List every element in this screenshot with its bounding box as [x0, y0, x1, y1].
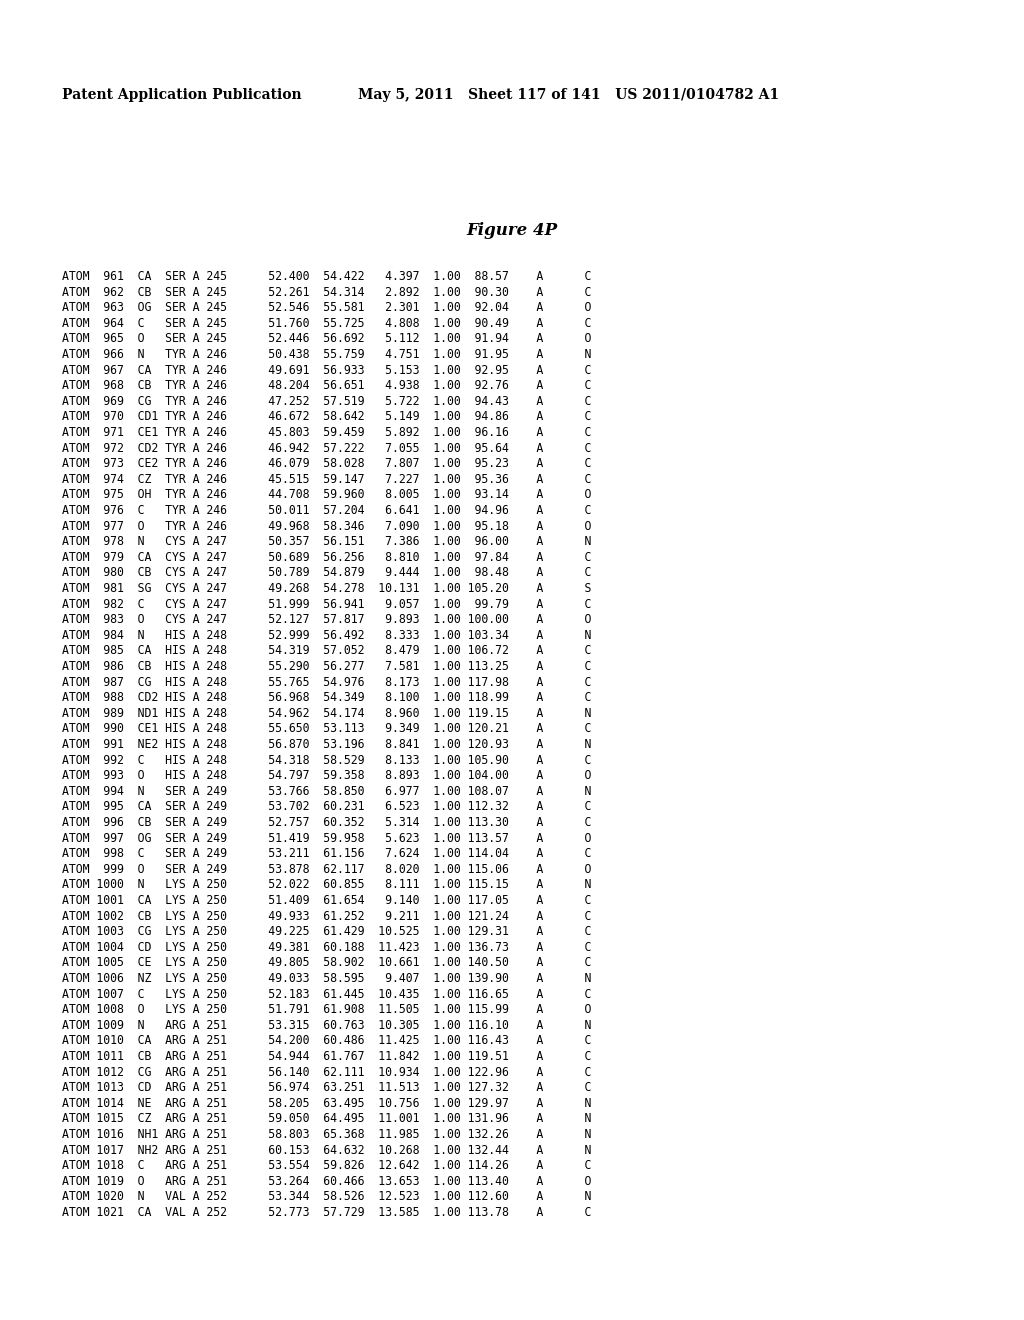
Text: ATOM  982  C   CYS A 247      51.999  56.941   9.057  1.00  99.79    A      C: ATOM 982 C CYS A 247 51.999 56.941 9.057… [62, 598, 592, 611]
Text: ATOM  971  CE1 TYR A 246      45.803  59.459   5.892  1.00  96.16    A      C: ATOM 971 CE1 TYR A 246 45.803 59.459 5.8… [62, 426, 592, 440]
Text: ATOM  996  CB  SER A 249      52.757  60.352   5.314  1.00 113.30    A      C: ATOM 996 CB SER A 249 52.757 60.352 5.31… [62, 816, 592, 829]
Text: ATOM 1008  O   LYS A 250      51.791  61.908  11.505  1.00 115.99    A      O: ATOM 1008 O LYS A 250 51.791 61.908 11.5… [62, 1003, 592, 1016]
Text: ATOM  999  O   SER A 249      53.878  62.117   8.020  1.00 115.06    A      O: ATOM 999 O SER A 249 53.878 62.117 8.020… [62, 863, 592, 875]
Text: ATOM  989  ND1 HIS A 248      54.962  54.174   8.960  1.00 119.15    A      N: ATOM 989 ND1 HIS A 248 54.962 54.174 8.9… [62, 706, 592, 719]
Text: ATOM  993  O   HIS A 248      54.797  59.358   8.893  1.00 104.00    A      O: ATOM 993 O HIS A 248 54.797 59.358 8.893… [62, 770, 592, 783]
Text: ATOM  990  CE1 HIS A 248      55.650  53.113   9.349  1.00 120.21    A      C: ATOM 990 CE1 HIS A 248 55.650 53.113 9.3… [62, 722, 592, 735]
Text: ATOM  977  O   TYR A 246      49.968  58.346   7.090  1.00  95.18    A      O: ATOM 977 O TYR A 246 49.968 58.346 7.090… [62, 520, 592, 532]
Text: ATOM  997  OG  SER A 249      51.419  59.958   5.623  1.00 113.57    A      O: ATOM 997 OG SER A 249 51.419 59.958 5.62… [62, 832, 592, 845]
Text: ATOM  970  CD1 TYR A 246      46.672  58.642   5.149  1.00  94.86    A      C: ATOM 970 CD1 TYR A 246 46.672 58.642 5.1… [62, 411, 592, 424]
Text: ATOM  974  CZ  TYR A 246      45.515  59.147   7.227  1.00  95.36    A      C: ATOM 974 CZ TYR A 246 45.515 59.147 7.22… [62, 473, 592, 486]
Text: ATOM  975  OH  TYR A 246      44.708  59.960   8.005  1.00  93.14    A      O: ATOM 975 OH TYR A 246 44.708 59.960 8.00… [62, 488, 592, 502]
Text: ATOM  983  O   CYS A 247      52.127  57.817   9.893  1.00 100.00    A      O: ATOM 983 O CYS A 247 52.127 57.817 9.893… [62, 614, 592, 626]
Text: ATOM 1005  CE  LYS A 250      49.805  58.902  10.661  1.00 140.50    A      C: ATOM 1005 CE LYS A 250 49.805 58.902 10.… [62, 957, 592, 969]
Text: ATOM 1006  NZ  LYS A 250      49.033  58.595   9.407  1.00 139.90    A      N: ATOM 1006 NZ LYS A 250 49.033 58.595 9.4… [62, 972, 592, 985]
Text: ATOM  978  N   CYS A 247      50.357  56.151   7.386  1.00  96.00    A      N: ATOM 978 N CYS A 247 50.357 56.151 7.386… [62, 535, 592, 548]
Text: ATOM 1004  CD  LYS A 250      49.381  60.188  11.423  1.00 136.73    A      C: ATOM 1004 CD LYS A 250 49.381 60.188 11.… [62, 941, 592, 954]
Text: ATOM 1015  CZ  ARG A 251      59.050  64.495  11.001  1.00 131.96    A      N: ATOM 1015 CZ ARG A 251 59.050 64.495 11.… [62, 1113, 592, 1126]
Text: ATOM 1010  CA  ARG A 251      54.200  60.486  11.425  1.00 116.43    A      C: ATOM 1010 CA ARG A 251 54.200 60.486 11.… [62, 1035, 592, 1047]
Text: ATOM  985  CA  HIS A 248      54.319  57.052   8.479  1.00 106.72    A      C: ATOM 985 CA HIS A 248 54.319 57.052 8.47… [62, 644, 592, 657]
Text: ATOM 1018  C   ARG A 251      53.554  59.826  12.642  1.00 114.26    A      C: ATOM 1018 C ARG A 251 53.554 59.826 12.6… [62, 1159, 592, 1172]
Text: ATOM 1003  CG  LYS A 250      49.225  61.429  10.525  1.00 129.31    A      C: ATOM 1003 CG LYS A 250 49.225 61.429 10.… [62, 925, 592, 939]
Text: May 5, 2011   Sheet 117 of 141   US 2011/0104782 A1: May 5, 2011 Sheet 117 of 141 US 2011/010… [358, 88, 779, 102]
Text: ATOM 1009  N   ARG A 251      53.315  60.763  10.305  1.00 116.10    A      N: ATOM 1009 N ARG A 251 53.315 60.763 10.3… [62, 1019, 592, 1032]
Text: ATOM  976  C   TYR A 246      50.011  57.204   6.641  1.00  94.96    A      C: ATOM 976 C TYR A 246 50.011 57.204 6.641… [62, 504, 592, 517]
Text: ATOM  981  SG  CYS A 247      49.268  54.278  10.131  1.00 105.20    A      S: ATOM 981 SG CYS A 247 49.268 54.278 10.1… [62, 582, 592, 595]
Text: ATOM 1014  NE  ARG A 251      58.205  63.495  10.756  1.00 129.97    A      N: ATOM 1014 NE ARG A 251 58.205 63.495 10.… [62, 1097, 592, 1110]
Text: ATOM  980  CB  CYS A 247      50.789  54.879   9.444  1.00  98.48    A      C: ATOM 980 CB CYS A 247 50.789 54.879 9.44… [62, 566, 592, 579]
Text: ATOM  969  CG  TYR A 246      47.252  57.519   5.722  1.00  94.43    A      C: ATOM 969 CG TYR A 246 47.252 57.519 5.72… [62, 395, 592, 408]
Text: Figure 4P: Figure 4P [467, 222, 557, 239]
Text: ATOM  988  CD2 HIS A 248      56.968  54.349   8.100  1.00 118.99    A      C: ATOM 988 CD2 HIS A 248 56.968 54.349 8.1… [62, 692, 592, 704]
Text: ATOM  979  CA  CYS A 247      50.689  56.256   8.810  1.00  97.84    A      C: ATOM 979 CA CYS A 247 50.689 56.256 8.81… [62, 550, 592, 564]
Text: ATOM  992  C   HIS A 248      54.318  58.529   8.133  1.00 105.90    A      C: ATOM 992 C HIS A 248 54.318 58.529 8.133… [62, 754, 592, 767]
Text: ATOM 1000  N   LYS A 250      52.022  60.855   8.111  1.00 115.15    A      N: ATOM 1000 N LYS A 250 52.022 60.855 8.11… [62, 878, 592, 891]
Text: ATOM  964  C   SER A 245      51.760  55.725   4.808  1.00  90.49    A      C: ATOM 964 C SER A 245 51.760 55.725 4.808… [62, 317, 592, 330]
Text: ATOM 1007  C   LYS A 250      52.183  61.445  10.435  1.00 116.65    A      C: ATOM 1007 C LYS A 250 52.183 61.445 10.4… [62, 987, 592, 1001]
Text: ATOM  965  O   SER A 245      52.446  56.692   5.112  1.00  91.94    A      O: ATOM 965 O SER A 245 52.446 56.692 5.112… [62, 333, 592, 346]
Text: ATOM  968  CB  TYR A 246      48.204  56.651   4.938  1.00  92.76    A      C: ATOM 968 CB TYR A 246 48.204 56.651 4.93… [62, 379, 592, 392]
Text: ATOM  962  CB  SER A 245      52.261  54.314   2.892  1.00  90.30    A      C: ATOM 962 CB SER A 245 52.261 54.314 2.89… [62, 285, 592, 298]
Text: ATOM  994  N   SER A 249      53.766  58.850   6.977  1.00 108.07    A      N: ATOM 994 N SER A 249 53.766 58.850 6.977… [62, 785, 592, 797]
Text: ATOM  991  NE2 HIS A 248      56.870  53.196   8.841  1.00 120.93    A      N: ATOM 991 NE2 HIS A 248 56.870 53.196 8.8… [62, 738, 592, 751]
Text: ATOM  963  OG  SER A 245      52.546  55.581   2.301  1.00  92.04    A      O: ATOM 963 OG SER A 245 52.546 55.581 2.30… [62, 301, 592, 314]
Text: ATOM  961  CA  SER A 245      52.400  54.422   4.397  1.00  88.57    A      C: ATOM 961 CA SER A 245 52.400 54.422 4.39… [62, 271, 592, 282]
Text: ATOM 1020  N   VAL A 252      53.344  58.526  12.523  1.00 112.60    A      N: ATOM 1020 N VAL A 252 53.344 58.526 12.5… [62, 1191, 592, 1204]
Text: ATOM  987  CG  HIS A 248      55.765  54.976   8.173  1.00 117.98    A      C: ATOM 987 CG HIS A 248 55.765 54.976 8.17… [62, 676, 592, 689]
Text: ATOM 1013  CD  ARG A 251      56.974  63.251  11.513  1.00 127.32    A      C: ATOM 1013 CD ARG A 251 56.974 63.251 11.… [62, 1081, 592, 1094]
Text: ATOM 1001  CA  LYS A 250      51.409  61.654   9.140  1.00 117.05    A      C: ATOM 1001 CA LYS A 250 51.409 61.654 9.1… [62, 894, 592, 907]
Text: ATOM  972  CD2 TYR A 246      46.942  57.222   7.055  1.00  95.64    A      C: ATOM 972 CD2 TYR A 246 46.942 57.222 7.0… [62, 442, 592, 454]
Text: ATOM  967  CA  TYR A 246      49.691  56.933   5.153  1.00  92.95    A      C: ATOM 967 CA TYR A 246 49.691 56.933 5.15… [62, 363, 592, 376]
Text: ATOM 1012  CG  ARG A 251      56.140  62.111  10.934  1.00 122.96    A      C: ATOM 1012 CG ARG A 251 56.140 62.111 10.… [62, 1065, 592, 1078]
Text: ATOM 1019  O   ARG A 251      53.264  60.466  13.653  1.00 113.40    A      O: ATOM 1019 O ARG A 251 53.264 60.466 13.6… [62, 1175, 592, 1188]
Text: ATOM 1017  NH2 ARG A 251      60.153  64.632  10.268  1.00 132.44    A      N: ATOM 1017 NH2 ARG A 251 60.153 64.632 10… [62, 1143, 592, 1156]
Text: ATOM  973  CE2 TYR A 246      46.079  58.028   7.807  1.00  95.23    A      C: ATOM 973 CE2 TYR A 246 46.079 58.028 7.8… [62, 457, 592, 470]
Text: ATOM 1011  CB  ARG A 251      54.944  61.767  11.842  1.00 119.51    A      C: ATOM 1011 CB ARG A 251 54.944 61.767 11.… [62, 1049, 592, 1063]
Text: ATOM  984  N   HIS A 248      52.999  56.492   8.333  1.00 103.34    A      N: ATOM 984 N HIS A 248 52.999 56.492 8.333… [62, 628, 592, 642]
Text: ATOM  998  C   SER A 249      53.211  61.156   7.624  1.00 114.04    A      C: ATOM 998 C SER A 249 53.211 61.156 7.624… [62, 847, 592, 861]
Text: ATOM  995  CA  SER A 249      53.702  60.231   6.523  1.00 112.32    A      C: ATOM 995 CA SER A 249 53.702 60.231 6.52… [62, 800, 592, 813]
Text: ATOM 1002  CB  LYS A 250      49.933  61.252   9.211  1.00 121.24    A      C: ATOM 1002 CB LYS A 250 49.933 61.252 9.2… [62, 909, 592, 923]
Text: Patent Application Publication: Patent Application Publication [62, 88, 302, 102]
Text: ATOM  966  N   TYR A 246      50.438  55.759   4.751  1.00  91.95    A      N: ATOM 966 N TYR A 246 50.438 55.759 4.751… [62, 348, 592, 360]
Text: ATOM 1016  NH1 ARG A 251      58.803  65.368  11.985  1.00 132.26    A      N: ATOM 1016 NH1 ARG A 251 58.803 65.368 11… [62, 1129, 592, 1140]
Text: ATOM  986  CB  HIS A 248      55.290  56.277   7.581  1.00 113.25    A      C: ATOM 986 CB HIS A 248 55.290 56.277 7.58… [62, 660, 592, 673]
Text: ATOM 1021  CA  VAL A 252      52.773  57.729  13.585  1.00 113.78    A      C: ATOM 1021 CA VAL A 252 52.773 57.729 13.… [62, 1206, 592, 1218]
